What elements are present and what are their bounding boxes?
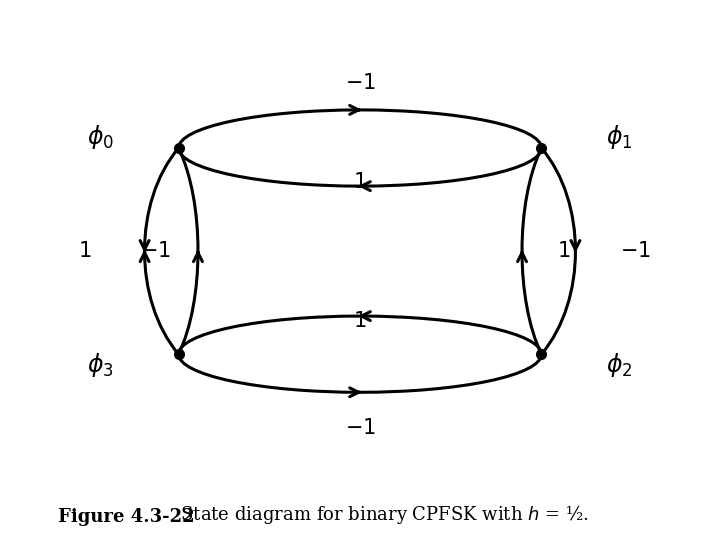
- Text: $1$: $1$: [354, 172, 366, 192]
- Text: State diagram for binary CPFSK with $h$ = ½.: State diagram for binary CPFSK with $h$ …: [169, 503, 589, 526]
- Text: $1$: $1$: [354, 310, 366, 330]
- Text: $-1$: $-1$: [345, 73, 375, 93]
- Text: $-1$: $-1$: [345, 418, 375, 438]
- Text: $\phi_3$: $\phi_3$: [87, 352, 114, 380]
- Text: $1$: $1$: [557, 241, 571, 261]
- Text: Figure 4.3-22: Figure 4.3-22: [58, 509, 194, 526]
- Text: $1$: $1$: [78, 241, 91, 261]
- Text: $\phi_1$: $\phi_1$: [606, 123, 632, 151]
- Text: $-1$: $-1$: [140, 241, 171, 261]
- Text: $\phi_0$: $\phi_0$: [87, 123, 114, 151]
- Text: $-1$: $-1$: [620, 241, 651, 261]
- Text: $\phi_2$: $\phi_2$: [606, 352, 632, 380]
